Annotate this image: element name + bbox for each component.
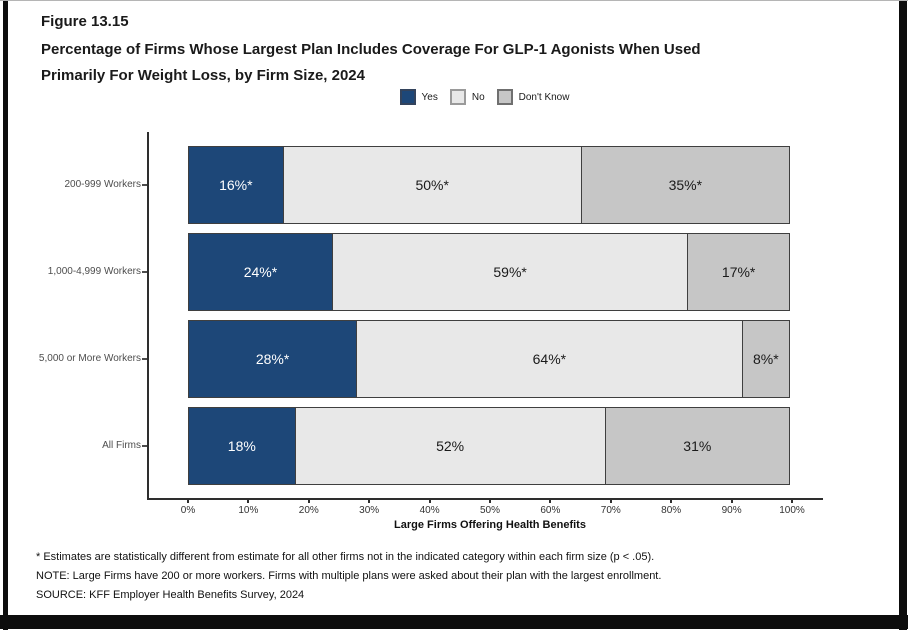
x-axis-tick-label: 10% — [238, 505, 259, 516]
y-axis-tick — [142, 184, 147, 186]
x-axis-tick-label: 40% — [419, 505, 440, 516]
legend-item-dont-know: Don't Know — [496, 89, 570, 105]
y-axis-category-label: All Firms — [102, 440, 141, 451]
x-axis-line — [147, 498, 823, 500]
x-axis-tick — [368, 498, 371, 503]
footnotes: * Estimates are statistically different … — [36, 548, 886, 605]
bar-row: 28%* 64%* 8%* — [188, 320, 792, 398]
bar-segment-no: 52% — [294, 407, 606, 485]
legend-swatch-dont-know — [496, 89, 513, 105]
x-axis-tick-label: 80% — [661, 505, 682, 516]
x-axis-tick-label: 20% — [298, 505, 319, 516]
x-axis-tick — [489, 498, 491, 503]
y-axis-line — [147, 132, 149, 499]
page-border-bottom — [0, 615, 908, 629]
x-axis-tick-label: 90% — [721, 505, 742, 516]
bar-segment-yes: 16%* — [188, 146, 284, 224]
y-axis-tick — [142, 358, 147, 360]
x-axis-tick — [730, 498, 733, 503]
y-axis-tick — [142, 445, 147, 447]
x-axis-tick — [670, 498, 673, 503]
legend-item-no: No — [449, 89, 485, 105]
y-axis-category-label: 5,000 or More Workers — [38, 353, 141, 364]
x-axis-tick — [549, 498, 552, 503]
y-axis-tick — [142, 271, 147, 273]
bar-segment-don-t-know: 35%* — [580, 146, 790, 224]
footnote-significance: * Estimates are statistically different … — [36, 551, 655, 563]
footnote-note: NOTE: Large Firms have 200 or more worke… — [36, 570, 662, 582]
figure-number: Figure 13.15 — [41, 13, 129, 30]
bar-segment-no: 50%* — [282, 146, 582, 224]
x-axis-tick-label: 0% — [180, 505, 196, 516]
page-border-right — [899, 1, 907, 630]
legend-swatch-yes — [399, 89, 416, 105]
x-axis-tick-label: 70% — [600, 505, 621, 516]
bar-row: 24%* 59%* 17%* — [188, 233, 792, 311]
legend-label-yes: Yes — [421, 91, 438, 103]
x-axis-tick — [307, 498, 310, 503]
legend-label-dont-know: Don't Know — [518, 91, 570, 103]
bar-segment-don-t-know: 17%* — [687, 233, 790, 311]
chart-title: Percentage of Firms Whose Largest Plan I… — [41, 41, 701, 84]
x-axis-tick — [791, 498, 793, 503]
bar-segment-don-t-know: 8%* — [741, 320, 790, 398]
chart-legend: Yes No Don't Know — [147, 89, 822, 105]
x-axis-title: Large Firms Offering Health Benefits — [394, 519, 586, 531]
legend-item-yes: Yes — [399, 89, 438, 105]
x-axis-tick-label: 30% — [359, 505, 380, 516]
page-border-left — [3, 1, 8, 630]
x-axis-tick — [247, 498, 250, 503]
bar-segment-don-t-know: 31% — [604, 407, 790, 485]
y-axis-category-label: 1,000-4,999 Workers — [47, 266, 141, 277]
x-axis-tick-label: 100% — [779, 505, 805, 516]
y-axis-category-label: 200-999 Workers — [64, 179, 141, 190]
bar-segment-no: 59%* — [331, 233, 689, 311]
bar-row: 16%* 50%* 35%* — [188, 146, 792, 224]
bar-segment-yes: 24%* — [188, 233, 333, 311]
x-axis-tick-label: 60% — [540, 505, 561, 516]
bar-row: 18% 52% 31% — [188, 407, 792, 485]
bar-segment-yes: 28%* — [188, 320, 358, 398]
bar-segment-no: 64%* — [356, 320, 743, 398]
x-axis-tick — [609, 498, 612, 503]
legend-label-no: No — [471, 91, 485, 103]
x-axis-tick-label: 50% — [479, 505, 500, 516]
footnote-source: SOURCE: KFF Employer Health Benefits Sur… — [36, 589, 305, 601]
x-axis-tick — [187, 498, 189, 503]
x-axis-tick — [428, 498, 431, 503]
legend-swatch-no — [449, 89, 466, 105]
bar-segment-yes: 18% — [188, 407, 296, 485]
